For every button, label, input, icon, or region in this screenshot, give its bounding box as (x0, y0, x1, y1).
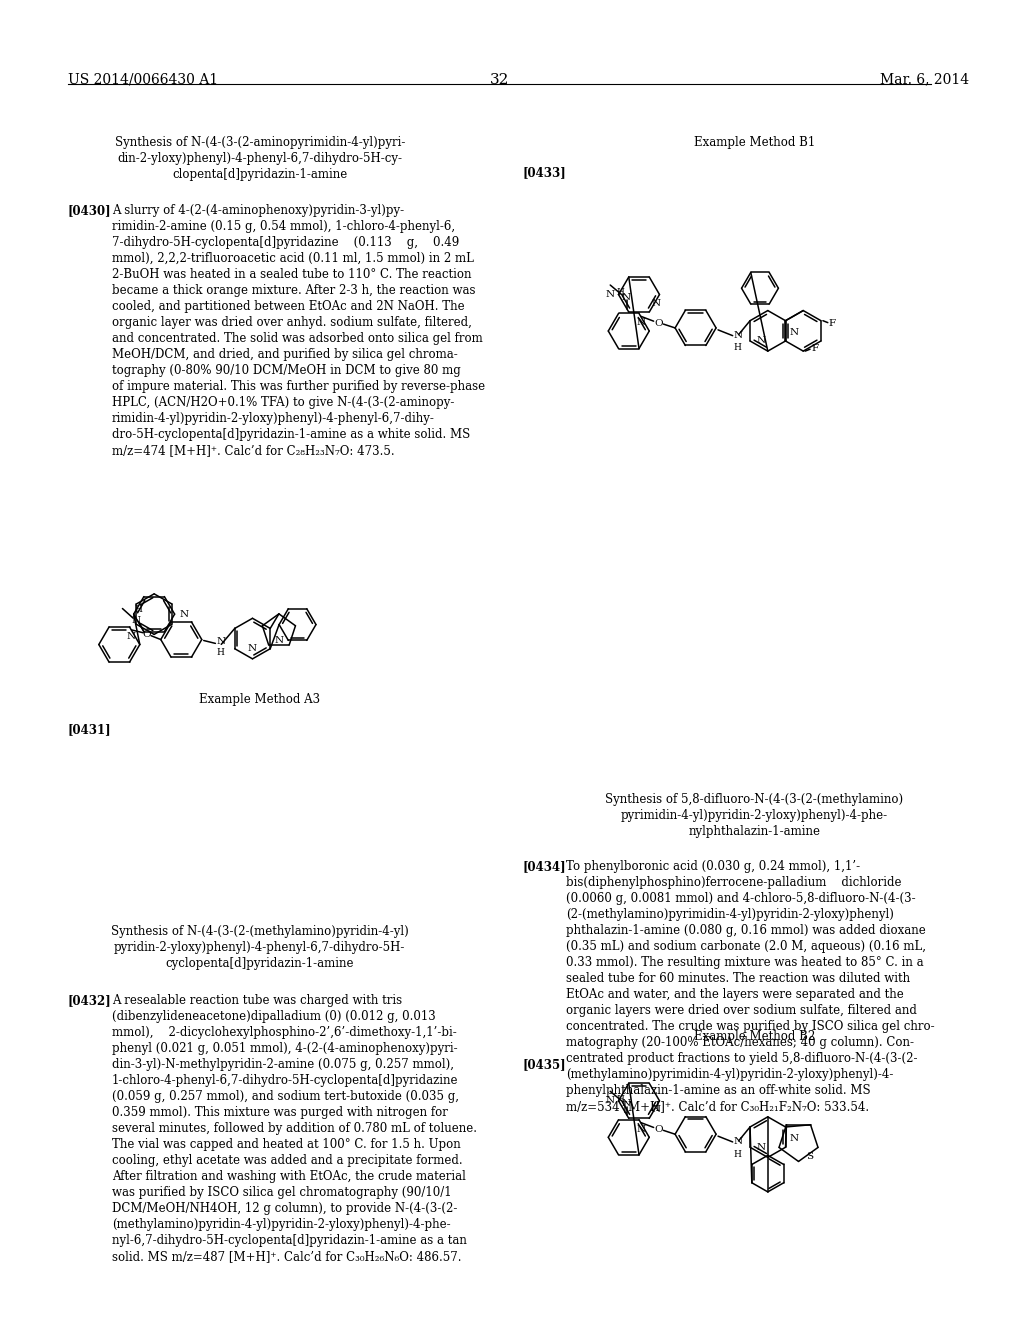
Text: Synthesis of N-(4-(3-(2-(methylamino)pyridin-4-yl)
pyridin-2-yloxy)phenyl)-4-phe: Synthesis of N-(4-(3-(2-(methylamino)pyr… (111, 925, 409, 970)
Text: 32: 32 (489, 73, 509, 87)
Text: N: N (274, 636, 284, 645)
Text: F: F (811, 343, 818, 352)
Text: N: N (248, 644, 257, 653)
Text: Synthesis of 5,8-difluoro-N-(4-(3-(2-(methylamino)
pyrimidin-4-yl)pyridin-2-ylox: Synthesis of 5,8-difluoro-N-(4-(3-(2-(me… (605, 793, 903, 838)
Text: N: N (622, 1100, 631, 1109)
Text: Example Method B1: Example Method B1 (693, 136, 815, 149)
Text: H: H (616, 288, 624, 297)
Text: A resealable reaction tube was charged with tris
(dibenzylideneacetone)dipalladi: A resealable reaction tube was charged w… (112, 994, 477, 1263)
Text: To phenylboronic acid (0.030 g, 0.24 mmol), 1,1’-
bis(diphenylphosphino)ferrocen: To phenylboronic acid (0.030 g, 0.24 mmo… (566, 861, 935, 1113)
Text: N: N (131, 615, 140, 624)
Text: O: O (654, 1125, 663, 1134)
Text: [0432]: [0432] (68, 994, 112, 1007)
Text: A slurry of 4-(2-(4-aminophenoxy)pyridin-3-yl)py-
rimidin-2-amine (0.15 g, 0.54 : A slurry of 4-(2-(4-aminophenoxy)pyridin… (112, 203, 485, 457)
Text: N: N (605, 1097, 614, 1105)
Text: F: F (828, 319, 836, 329)
Text: N: N (127, 632, 136, 640)
Text: N: N (757, 337, 766, 346)
Text: H: H (616, 1094, 624, 1104)
Text: S: S (806, 1152, 813, 1162)
Text: N: N (733, 1138, 742, 1147)
Text: [0433]: [0433] (522, 166, 566, 178)
Text: N: N (757, 1143, 766, 1151)
Text: H: H (733, 1150, 741, 1159)
Text: H: H (134, 606, 142, 614)
Text: Example Method A3: Example Method A3 (200, 693, 321, 706)
Text: N: N (216, 638, 225, 645)
Text: N: N (622, 293, 631, 302)
Text: H: H (733, 343, 741, 352)
Text: O: O (142, 630, 152, 639)
Text: N: N (636, 318, 645, 327)
Text: N: N (790, 329, 799, 337)
Text: [0435]: [0435] (522, 1057, 566, 1071)
Text: [0430]: [0430] (68, 203, 112, 216)
Text: N: N (179, 610, 188, 619)
Text: US 2014/0066430 A1: US 2014/0066430 A1 (68, 73, 218, 87)
Text: [0431]: [0431] (68, 723, 112, 735)
Text: [0434]: [0434] (522, 861, 566, 874)
Text: N: N (790, 1134, 799, 1143)
Text: N: N (605, 290, 614, 300)
Text: H: H (216, 648, 224, 657)
Text: Example Method B2: Example Method B2 (693, 1030, 815, 1043)
Text: N: N (636, 1125, 645, 1134)
Text: Synthesis of N-(4-(3-(2-aminopyrimidin-4-yl)pyri-
din-2-yloxy)phenyl)-4-phenyl-6: Synthesis of N-(4-(3-(2-aminopyrimidin-4… (115, 136, 404, 181)
Text: N: N (651, 1105, 660, 1114)
Text: Mar. 6, 2014: Mar. 6, 2014 (880, 73, 969, 87)
Text: N: N (733, 331, 742, 341)
Text: N: N (651, 300, 660, 308)
Text: O: O (654, 318, 663, 327)
